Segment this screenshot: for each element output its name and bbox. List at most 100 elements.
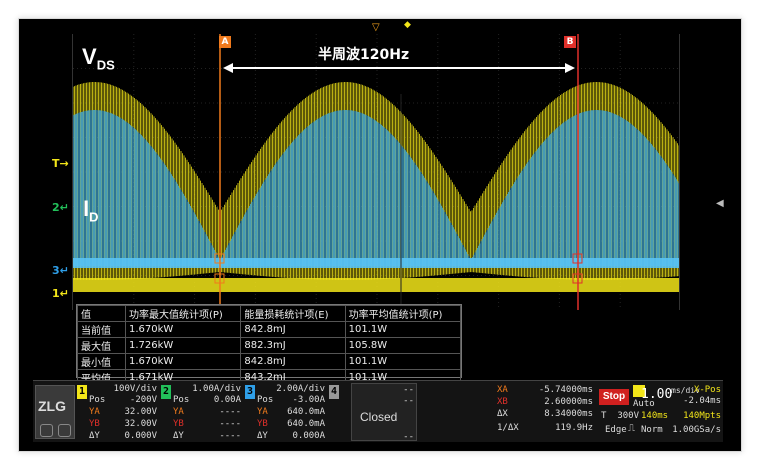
- row-label: 最大值: [77, 337, 126, 354]
- logo-text: ZLG: [38, 398, 66, 414]
- trigger-level-marker[interactable]: T→: [52, 157, 69, 170]
- pos-label: Pos: [173, 395, 190, 405]
- pos-label: Pos: [257, 395, 274, 405]
- side-panel-toggle-icon[interactable]: ◀: [716, 198, 724, 209]
- row-label: 当前值: [77, 321, 126, 338]
- ch4-badge: 4: [329, 385, 339, 399]
- stats-header: 值: [77, 305, 126, 322]
- dy-label: ΔY: [89, 431, 100, 441]
- ch4-settings[interactable]: -- -- Closed --: [351, 383, 417, 442]
- trigger-label: T: [601, 411, 607, 421]
- ch2-offset-marker[interactable]: 2↵: [52, 201, 69, 214]
- table-cell: 101.1W: [344, 353, 462, 370]
- ch2-badge: 2: [161, 385, 171, 399]
- timebase-unit: ms/div: [671, 386, 700, 395]
- inv-dx-label: 1/ΔX: [497, 423, 519, 433]
- id-label: ID: [83, 196, 99, 225]
- ch1-yb: 32.00V: [124, 419, 157, 429]
- table-cell: 101.1W: [344, 321, 462, 338]
- stats-header: 功率最大值统计项(P): [124, 305, 242, 322]
- ch1-dy: 0.000V: [124, 431, 157, 441]
- table-cell: 1.726kW: [124, 337, 242, 354]
- bottom-status-bar: ZLG 1 100V/div Pos -200V YA 32.00V YB 32…: [33, 380, 723, 442]
- xb-value: 2.60000ms: [544, 397, 593, 407]
- ch2-scale: 1.00A/div: [192, 384, 241, 394]
- trigger-source-icon: [633, 385, 645, 397]
- inv-dx-value: 119.9Hz: [555, 423, 593, 433]
- zlg-logo[interactable]: ZLG: [35, 385, 75, 439]
- ch3-position: -3.00A: [292, 395, 325, 405]
- cursor-b-marker[interactable]: B: [564, 36, 576, 48]
- dy-label: ΔY: [173, 431, 184, 441]
- xa-label: XA: [497, 385, 508, 395]
- record-points: 140Mpts: [683, 411, 721, 421]
- dy-label: ΔY: [257, 431, 268, 441]
- vds-baseline-band: [73, 278, 679, 292]
- statistics-table: 值 功率最大值统计项(P) 能量损耗统计项(E) 功率平均值统计项(P) 当前值…: [76, 304, 462, 386]
- ch2-dy: ----: [219, 431, 241, 441]
- touch-icon[interactable]: [58, 424, 71, 437]
- vds-label: VDS: [82, 44, 115, 73]
- ch3-scale: 2.00A/div: [276, 384, 325, 394]
- ya-label: YA: [173, 407, 184, 417]
- yb-label: YB: [89, 419, 100, 429]
- cursor-b-point: [572, 253, 583, 264]
- waveform-display[interactable]: [72, 34, 680, 310]
- ch3-badge: 3: [245, 385, 255, 399]
- timebase-settings[interactable]: 1.00 ms/div X-Pos -2.04ms 140ms 140Mpts …: [641, 385, 723, 439]
- home-icon[interactable]: [40, 424, 53, 437]
- run-stop-button[interactable]: Stop: [599, 389, 629, 405]
- ch4-position: --: [403, 396, 414, 406]
- xb-label: XB: [497, 397, 508, 407]
- trigger-position-icon: ◆: [404, 20, 411, 30]
- ch3-ya: 640.0mA: [287, 407, 325, 417]
- ch1-position: -200V: [129, 395, 157, 405]
- ch3-offset-marker[interactable]: 3↵: [52, 264, 69, 277]
- table-cell: 1.670kW: [124, 353, 242, 370]
- xpos-value: -2.04ms: [683, 396, 721, 406]
- ch4-badge-wrap[interactable]: 4: [329, 383, 349, 441]
- acquire-mode: Norm: [641, 425, 663, 435]
- stats-header: 功率平均值统计项(P): [344, 305, 462, 322]
- dx-label: ΔX: [497, 409, 508, 419]
- rising-edge-icon: ⎍: [628, 423, 635, 434]
- half-cycle-annotation: 半周波120Hz: [318, 47, 410, 63]
- ch1-scale: 100V/div: [113, 384, 157, 394]
- trigger-level[interactable]: 300V: [617, 411, 639, 421]
- ch1-badge: 1: [77, 385, 87, 399]
- table-row: 最小值 1.670kW 842.8mJ 101.1W: [77, 353, 462, 370]
- timebase-scale: 1.00: [641, 387, 673, 402]
- ch2-yb: ----: [219, 419, 241, 429]
- yb-label: YB: [173, 419, 184, 429]
- cursor-measurements[interactable]: XA -5.74000ms XB 2.60000ms ΔX 8.34000ms …: [495, 385, 595, 439]
- row-label: 最小值: [77, 353, 126, 370]
- cursor-a-marker[interactable]: A: [219, 36, 231, 48]
- trigger-type[interactable]: Edge: [605, 425, 627, 435]
- ch2-ya: ----: [219, 407, 241, 417]
- dx-value: 8.34000ms: [544, 409, 593, 419]
- trigger-mode[interactable]: Auto: [633, 399, 655, 409]
- ch1-offset-marker[interactable]: 1↵: [52, 287, 69, 300]
- ch1-settings[interactable]: 1 100V/div Pos -200V YA 32.00V YB 32.00V…: [77, 383, 159, 441]
- trigger-position-icon: ▽: [372, 22, 380, 33]
- table-cell: 882.3mJ: [240, 337, 346, 354]
- span-arrow-left: [223, 63, 233, 73]
- ch4-scale: --: [403, 385, 414, 395]
- table-cell: 105.8W: [344, 337, 462, 354]
- table-cell: 1.670kW: [124, 321, 242, 338]
- ch3-settings[interactable]: 3 2.00A/div Pos -3.00A YA 640.0mA YB 640…: [245, 383, 327, 441]
- sample-rate: 1.00GSa/s: [672, 425, 721, 435]
- ch3-dy: 0.000A: [292, 431, 325, 441]
- yb-label: YB: [257, 419, 268, 429]
- ch2-position: 0.00A: [213, 395, 241, 405]
- table-row: 当前值 1.670kW 842.8mJ 101.1W: [77, 321, 462, 338]
- cursor-b-point: [572, 273, 583, 284]
- ch4-status: Closed: [360, 410, 398, 424]
- ch4-dy: --: [403, 432, 414, 442]
- record-time: 140ms: [641, 411, 669, 421]
- ch3-yb: 640.0mA: [287, 419, 325, 429]
- ch2-settings[interactable]: 2 1.00A/div Pos 0.00A YA ---- YB ---- ΔY…: [161, 383, 243, 441]
- span-arrow-right: [565, 63, 575, 73]
- xpos-label: X-Pos: [693, 385, 721, 395]
- pos-label: Pos: [89, 395, 106, 405]
